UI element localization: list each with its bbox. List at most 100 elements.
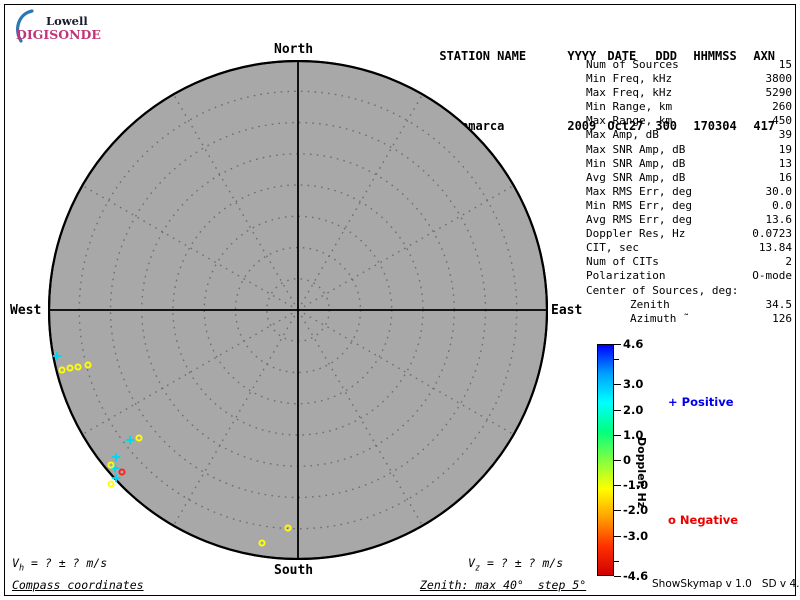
colorbar-major-tick [614, 384, 621, 386]
center-of-sources-row: Azimuth ˜ 126 [586, 312, 792, 326]
stat-row: Max Range, km 450 [586, 114, 792, 128]
source-marker-circle [107, 461, 115, 469]
colorbar-tick-label: 0 [623, 453, 632, 467]
header-col-ddd: DDD [655, 49, 678, 63]
stat-row: Max Amp, dB 39 [586, 128, 792, 142]
stat-label: Max Range, km [586, 114, 673, 128]
center-value: 34.5 [765, 297, 793, 311]
source-marker-circle [118, 468, 126, 476]
stat-value: 13 [778, 156, 792, 170]
skymap-plot [48, 60, 548, 560]
source-marker-circle [258, 539, 266, 547]
logo-lowell-text: Lowell [46, 14, 88, 28]
center-label: Azimuth ˜ [630, 311, 690, 325]
stat-row: Polarization O-mode [586, 269, 792, 283]
colorbar-minor-tick [614, 359, 619, 361]
source-marker-circle [284, 524, 292, 532]
page-border [4, 4, 796, 596]
stat-label: Min SNR Amp, dB [586, 156, 686, 170]
header-column-row: STATION NAMEYYYYDATEDDDHHMMSSAXNPPSIGP [396, 35, 800, 77]
statistics-panel: Num of Sources 15 Min Freq, kHz 3800 Max Fre… [586, 58, 792, 326]
colorbar-major-tick [614, 460, 621, 461]
header-value-date: Oct27 [607, 119, 644, 133]
stat-label: Max SNR Amp, dB [586, 142, 686, 156]
direction-label-east: East [551, 303, 583, 318]
colorbar-major-tick [614, 409, 621, 411]
direction-label-west: West [10, 303, 42, 318]
header-value-axn: 417 [753, 119, 776, 133]
source-marker-circle [107, 480, 115, 488]
vz-subscript: z [474, 563, 481, 574]
azimuth-spoke-150deg [297, 309, 424, 527]
vz-symbol: V [468, 556, 475, 570]
header-table: STATION NAMEYYYYDATEDDDHHMMSSAXNPPSIGP J… [396, 7, 800, 175]
stat-value: 13.84 [758, 241, 792, 255]
stat-value: 3800 [765, 72, 793, 86]
colorbar-tick-label: -3.0 [623, 528, 649, 543]
colorbar-tick-label: 3.0 [623, 377, 644, 392]
stat-value: 260 [772, 100, 792, 114]
stat-row: Avg SNR Amp, dB 16 [586, 171, 792, 185]
colorbar-tick-label: -1.0 [623, 478, 649, 493]
stat-label: Avg RMS Err, deg [586, 213, 692, 227]
stat-row: Num of CITs 2 [586, 255, 792, 269]
direction-label-south: South [274, 563, 314, 578]
stat-label: CIT, sec [586, 241, 639, 255]
coordinate-system-note: Compass coordinates [12, 578, 144, 592]
colorbar-tick-label: 1.0 [623, 427, 644, 442]
stat-value: O-mode [752, 269, 792, 283]
stat-label: Doppler Res, Hz [586, 227, 686, 241]
stat-label: Max Freq, kHz [586, 86, 673, 100]
source-marker-plus [111, 452, 121, 462]
azimuth-spoke-210deg [172, 309, 299, 527]
colorbar-major-tick [614, 510, 621, 512]
direction-label-north: North [274, 42, 314, 57]
stat-row: Min Freq, kHz 3800 [586, 72, 792, 86]
vh-value: = ? ± ? m/s [31, 556, 108, 570]
colorbar-major-tick [614, 485, 621, 487]
colorbar-tick-label: 2.0 [623, 402, 644, 417]
stat-value: 5290 [765, 86, 793, 100]
colorbar-major-tick [614, 434, 621, 436]
header-value-yyyy: 2009 [567, 119, 597, 133]
azimuth-spoke-330deg [172, 93, 299, 311]
header-col-pps: PPS [791, 49, 800, 63]
stat-row: Avg RMS Err, deg 13.6 [586, 213, 792, 227]
stat-label: Avg SNR Amp, dB [586, 170, 686, 184]
header-value-hhmmss: 170304 [693, 119, 737, 133]
stat-row: Min RMS Err, deg 0.0 [586, 199, 792, 213]
legend-positive: + Positive [668, 395, 734, 409]
header-col-date: DATE [607, 49, 637, 63]
stat-row: CIT, sec 13.84 [586, 241, 792, 255]
header-value-ddd: 300 [655, 119, 678, 133]
stat-row: Max SNR Amp, dB 19 [586, 143, 792, 157]
stat-row: Num of Sources 15 [586, 58, 792, 72]
stat-label: Min Freq, kHz [586, 72, 673, 86]
colorbar-tick-label: -4.6 [623, 569, 649, 583]
header-value-pps: 75 [791, 119, 800, 133]
center-of-sources-header: Center of Sources, deg: [586, 283, 739, 297]
center-of-sources-row: Zenith 34.5 [586, 298, 792, 312]
vh-symbol: V [12, 556, 19, 570]
logo-arc-icon [16, 9, 34, 43]
skymap-series-positive [52, 351, 135, 483]
source-marker-circle [84, 361, 92, 369]
colorbar-tick-label: 4.6 [623, 337, 644, 351]
colorbar-gradient [598, 345, 613, 575]
center-label: Zenith [630, 297, 670, 311]
skymap-rim [48, 60, 548, 560]
colorbar-major-tick [614, 535, 621, 537]
azimuth-spoke-30deg [297, 93, 424, 311]
azimuth-spoke-120deg [297, 309, 515, 436]
source-marker-plus [52, 351, 62, 361]
source-marker-circle [66, 364, 74, 372]
header-col-station: STATION NAME [439, 49, 527, 63]
header-col-axn: AXN [753, 49, 776, 63]
stat-value: 15 [778, 58, 792, 71]
stat-value: 0.0723 [752, 227, 792, 241]
stat-label: Max RMS Err, deg [586, 184, 692, 198]
vh-readout: Vh = ? ± ? m/s [12, 556, 107, 573]
vz-readout: Vz = ? ± ? m/s [468, 556, 563, 573]
stat-value: 39 [778, 128, 792, 142]
